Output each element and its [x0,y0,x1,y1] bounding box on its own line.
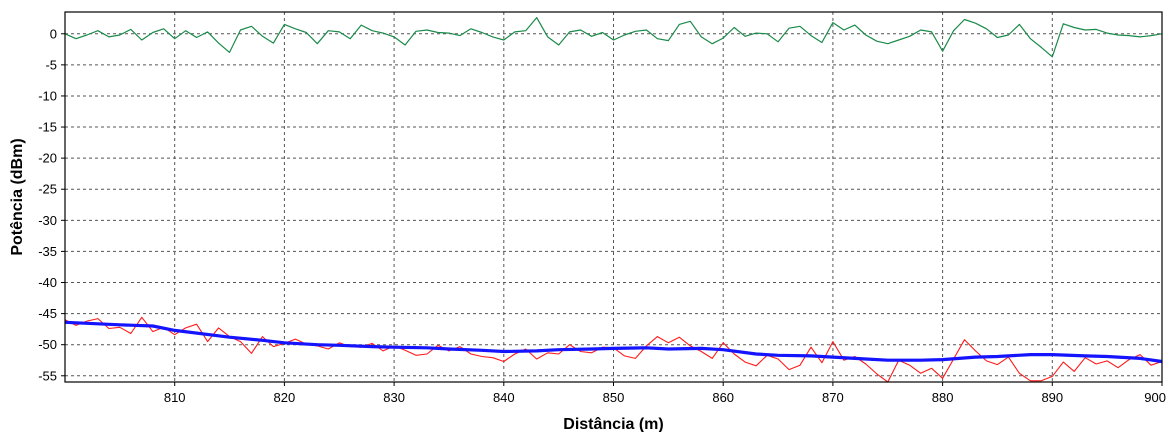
x-axis: 810 820 830 840 850 860 870 880 890 900 [164,382,1166,405]
x-tick-label: 850 [603,390,625,405]
x-tick-label: 870 [822,390,844,405]
y-tick-label: -25 [38,182,57,197]
y-tick-label: -5 [45,57,57,72]
x-tick-label: 860 [712,390,734,405]
x-tick-label: 810 [164,390,186,405]
y-tick-label: -30 [38,213,57,228]
y-axis: 0 -5 -10 -15 -20 -25 -30 -35 -40 -45 -50 -55 [38,26,65,383]
y-tick-label: -20 [38,151,57,166]
x-axis-title: Distância (m) [563,416,663,432]
y-tick-label: 0 [50,26,57,41]
y-tick-label: -45 [38,306,57,321]
x-tick-label: 820 [274,390,296,405]
series-line-1 [64,17,1163,58]
y-tick-label: -40 [38,275,57,290]
y-axis-title: Potência (dBm) [9,138,26,255]
y-tick-label: -50 [38,337,57,352]
x-tick-label: 830 [383,390,405,405]
x-tick-label: 900 [1144,390,1166,405]
y-tick-label: -10 [38,88,57,103]
y-tick-label: -55 [38,368,57,383]
y-tick-label: -15 [38,120,57,135]
x-tick-label: 840 [493,390,515,405]
series-layer [64,17,1163,383]
series-line-3 [64,320,1163,364]
x-tick-label: 890 [1041,390,1063,405]
y-tick-label: -35 [38,244,57,259]
grid [65,12,1162,382]
x-tick-label: 880 [932,390,954,405]
